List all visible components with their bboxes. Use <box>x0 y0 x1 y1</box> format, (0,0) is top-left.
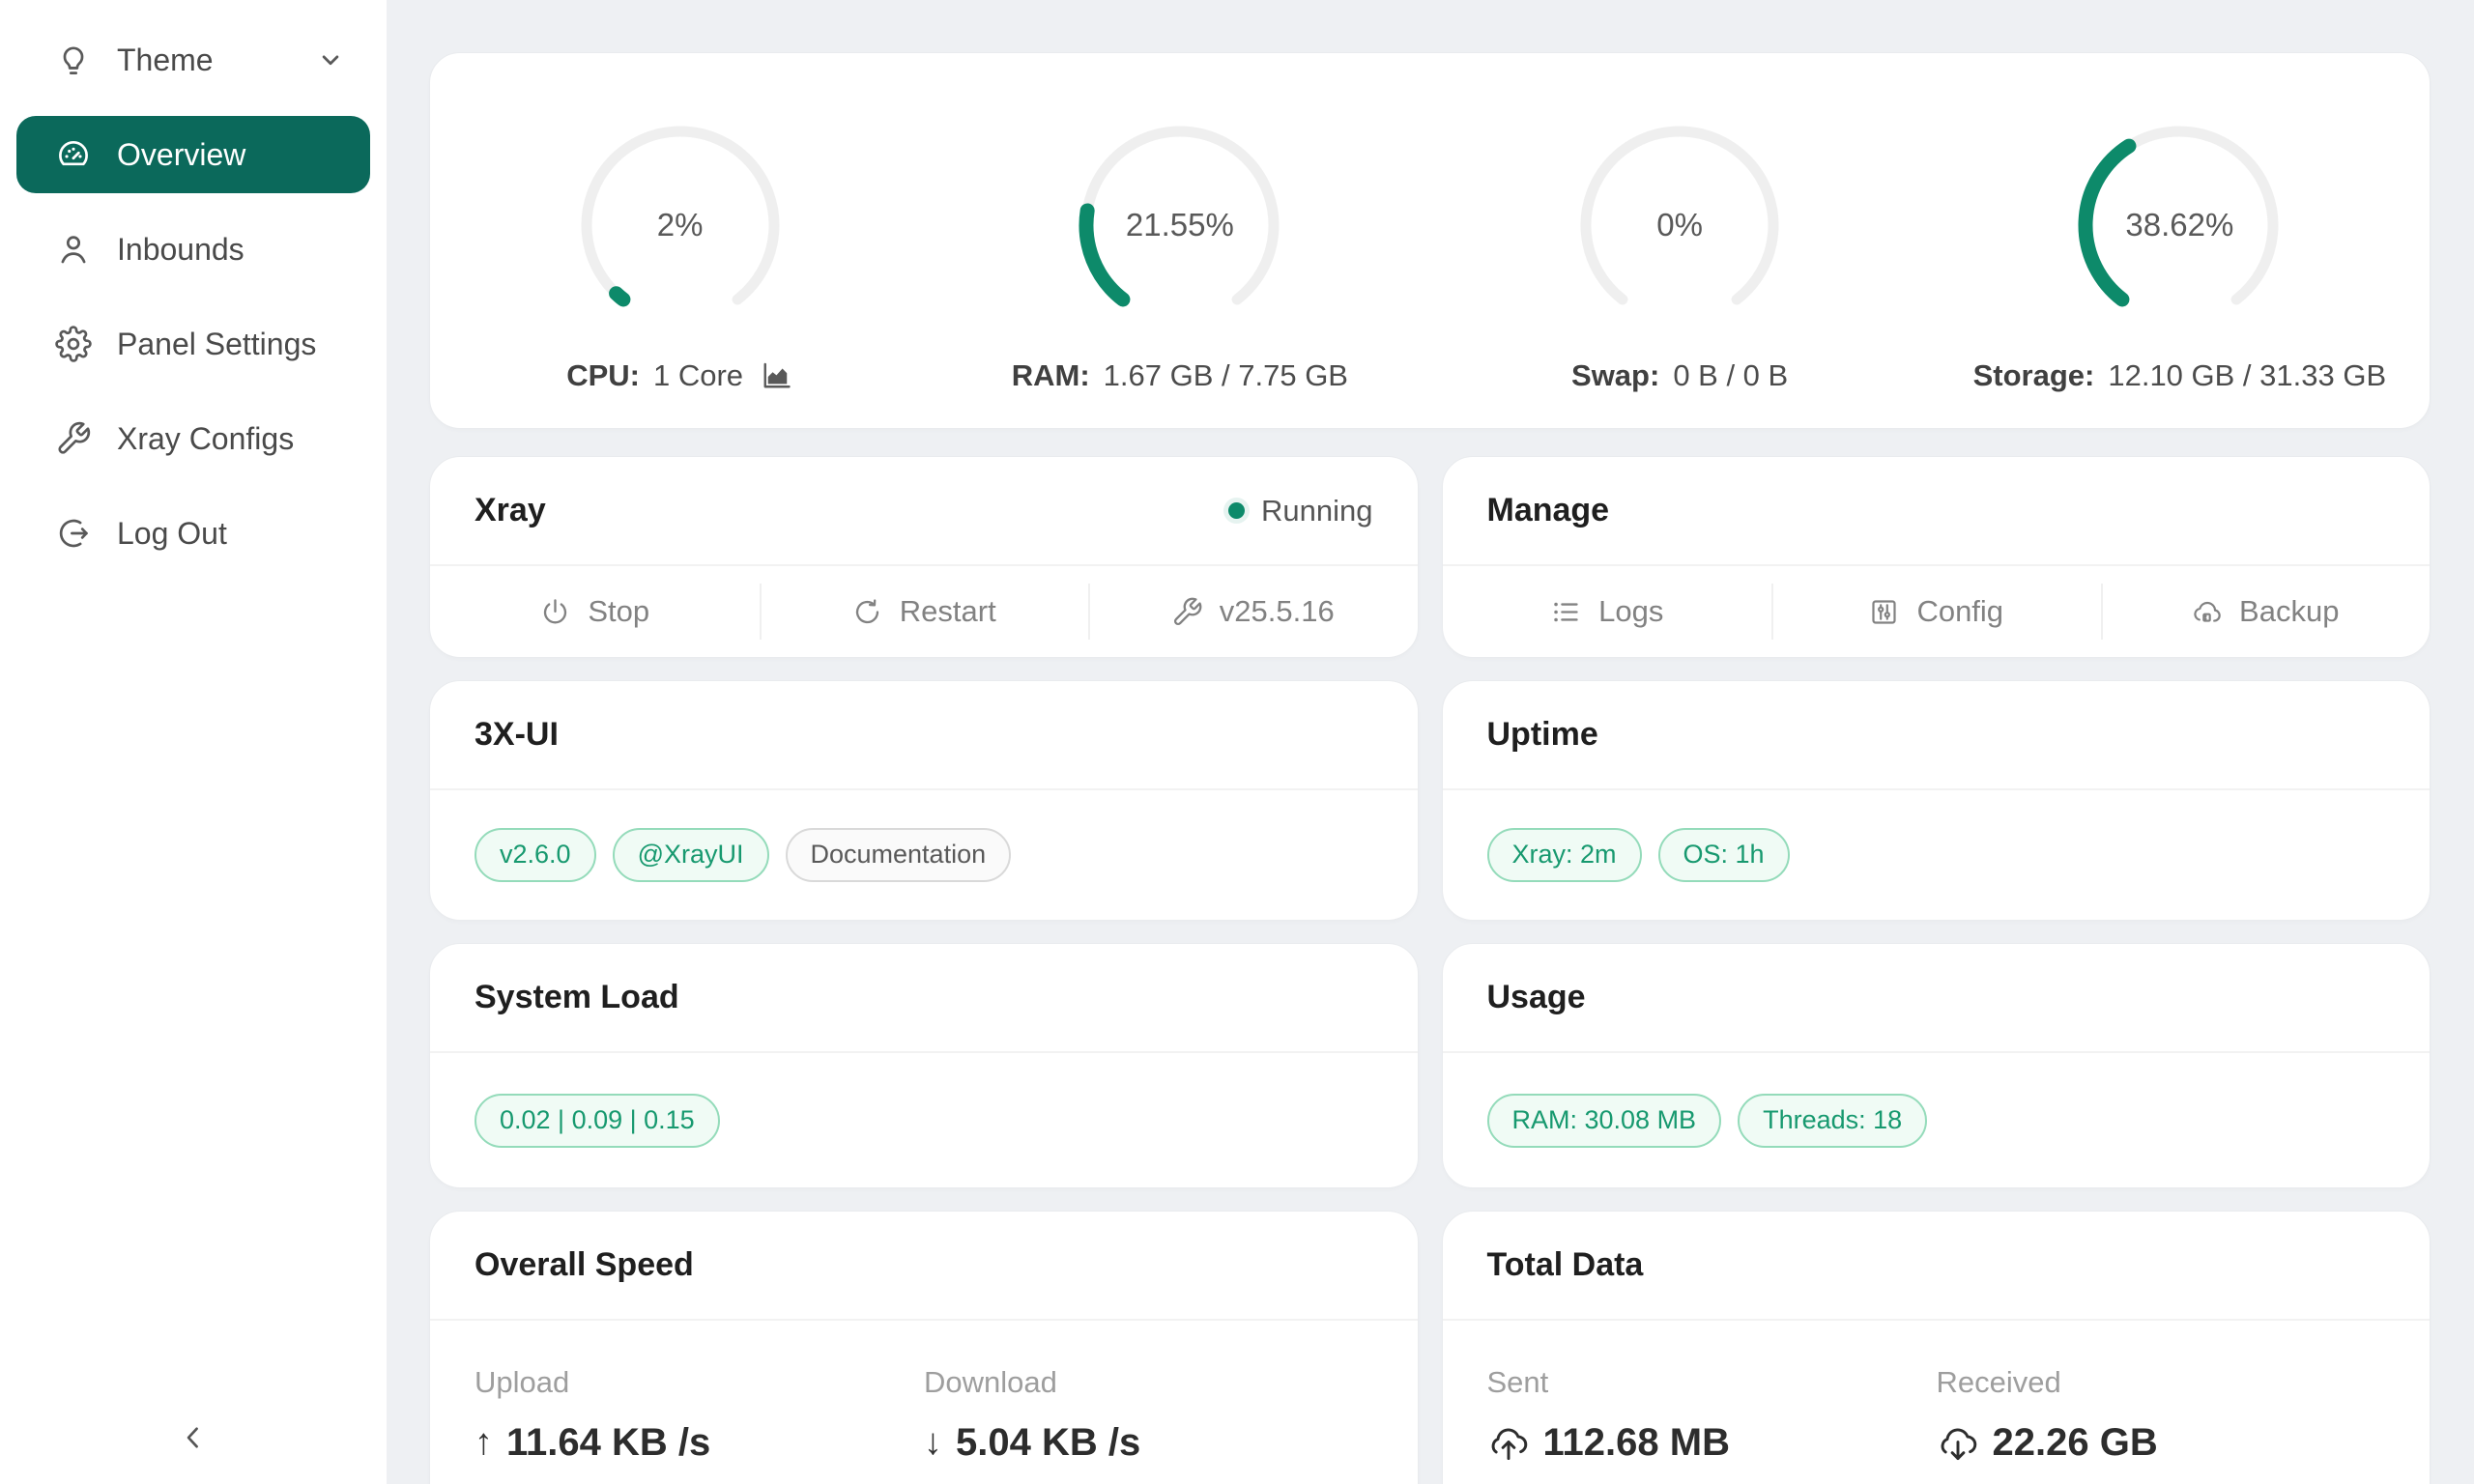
sidebar: Theme Overview Inbounds <box>0 0 387 1484</box>
total-data-card: Total Data Sent 112.68 MB Received <box>1441 1211 2431 1484</box>
overall-speed-card-title: Overall Speed <box>475 1246 694 1283</box>
dashboard-icon <box>59 141 88 166</box>
sidebar-item-panel-settings[interactable]: Panel Settings <box>16 305 370 383</box>
upload-stat: Upload ↑ 11.64 KB /s <box>475 1365 924 1465</box>
os-uptime-tag: OS: 1h <box>1657 828 1790 882</box>
user-icon <box>61 236 86 264</box>
cpu-caption: CPU: 1 Core <box>566 358 793 393</box>
usage-card-title: Usage <box>1486 979 1586 1015</box>
sliders-icon <box>1872 599 1897 624</box>
restart-button[interactable]: Restart <box>760 566 1089 657</box>
storage-caption: Storage: 12.10 GB / 31.33 GB <box>1972 358 2387 392</box>
ram-percent: 21.55% <box>1125 207 1234 243</box>
logout-icon <box>59 519 88 548</box>
usage-card: Usage RAM: 30.08 MB Threads: 18 <box>1441 943 2431 1188</box>
sidebar-item-log-out[interactable]: Log Out <box>16 495 370 572</box>
cloud-download-icon <box>1941 1428 1976 1460</box>
sidebar-item-overview[interactable]: Overview <box>16 116 370 193</box>
overall-speed-card: Overall Speed Upload ↑ 11.64 KB /s Downl… <box>429 1211 1419 1484</box>
sidebar-collapse-button[interactable] <box>0 1409 387 1467</box>
xray-card-title: Xray <box>475 492 546 528</box>
main-content: 2% CPU: 1 Core 21.55% RAM: <box>387 0 2474 1484</box>
load-average-tag: 0.02 | 0.09 | 0.15 <box>475 1093 720 1148</box>
sent-label: Sent <box>1486 1365 1549 1399</box>
ram-gauge: 21.55% RAM: 1.67 GB / 7.75 GB <box>930 53 1429 428</box>
chevron-down-icon <box>322 55 339 66</box>
wrench-icon <box>58 421 91 454</box>
arrow-up-icon: ↑ <box>475 1422 493 1463</box>
download-label: Download <box>924 1365 1057 1399</box>
sent-stat: Sent 112.68 MB <box>1487 1365 1937 1465</box>
upload-label: Upload <box>475 1365 570 1399</box>
xray-card: Xray Running Stop <box>429 456 1419 658</box>
download-stat: Download ↓ 5.04 KB /s <box>924 1365 1373 1465</box>
ram-caption: RAM: 1.67 GB / 7.75 GB <box>1011 358 1348 392</box>
storage-percent: 38.62% <box>2125 207 2234 243</box>
power-icon <box>544 598 567 623</box>
cloud-upload-icon <box>1491 1428 1527 1460</box>
received-label: Received <box>1936 1365 2061 1399</box>
ram-usage-tag: RAM: 30.08 MB <box>1486 1093 1722 1148</box>
logs-button[interactable]: Logs <box>1443 566 1772 657</box>
manage-card-title: Manage <box>1486 492 1610 528</box>
upload-value: ↑ 11.64 KB /s <box>475 1421 711 1464</box>
uptime-card: Uptime Xray: 2m OS: 1h <box>1441 680 2431 921</box>
swap-caption: Swap: 0 B / 0 B <box>1571 358 1789 392</box>
xray-uptime-tag: Xray: 2m <box>1486 828 1642 882</box>
xray-version-button[interactable]: v25.5.16 <box>1088 566 1418 657</box>
received-value: 22.26 GB <box>1937 1421 2386 1465</box>
sidebar-item-inbounds[interactable]: Inbounds <box>16 211 370 288</box>
system-gauges-card: 2% CPU: 1 Core 21.55% RAM: <box>429 52 2431 429</box>
manage-card: Manage Logs Confi <box>1441 456 2431 658</box>
bulb-icon <box>63 46 84 74</box>
area-chart-icon[interactable] <box>759 358 793 393</box>
status-dot <box>1228 502 1246 519</box>
documentation-tag[interactable]: Documentation <box>785 828 1012 882</box>
sidebar-item-label: Log Out <box>117 515 227 551</box>
cpu-gauge: 2% CPU: 1 Core <box>430 53 930 428</box>
list-icon <box>1554 602 1578 621</box>
sidebar-item-xray-configs[interactable]: Xray Configs <box>16 400 370 477</box>
threexui-card: 3X-UI v2.6.0 @XrayUI Documentation <box>429 680 1419 921</box>
uptime-card-title: Uptime <box>1486 716 1598 753</box>
sidebar-item-label: Inbounds <box>117 231 245 267</box>
sidebar-nav: Theme Overview Inbounds <box>0 0 387 572</box>
arrow-down-icon: ↓ <box>924 1422 942 1463</box>
threads-tag: Threads: 18 <box>1738 1093 1928 1148</box>
storage-gauge: 38.62% Storage: 12.10 GB / 31.33 GB <box>1930 53 2430 428</box>
wrench-icon <box>1173 597 1202 625</box>
threexui-card-title: 3X-UI <box>475 716 559 753</box>
gear-icon <box>55 326 92 362</box>
sidebar-item-theme[interactable]: Theme <box>16 21 370 99</box>
sidebar-item-label: Panel Settings <box>117 326 317 361</box>
backup-button[interactable]: Backup <box>2101 566 2431 657</box>
cpu-percent: 2% <box>656 207 704 243</box>
stop-button[interactable]: Stop <box>430 566 760 657</box>
config-button[interactable]: Config <box>1771 566 2101 657</box>
received-stat: Received 22.26 GB <box>1937 1365 2386 1465</box>
ram-gauge-arc <box>1079 126 1280 307</box>
version-tag[interactable]: v2.6.0 <box>475 828 596 882</box>
storage-gauge-arc <box>2078 126 2279 307</box>
sidebar-item-label: Theme <box>117 42 214 77</box>
sent-value: 112.68 MB <box>1487 1421 1937 1465</box>
chevron-left-icon <box>187 1427 198 1448</box>
xray-status: Running <box>1228 493 1373 528</box>
total-data-card-title: Total Data <box>1486 1246 1644 1283</box>
system-load-card-title: System Load <box>475 979 679 1015</box>
swap-gauge-arc <box>1580 126 1779 305</box>
reload-icon <box>855 598 878 623</box>
swap-gauge: 0% Swap: 0 B / 0 B <box>1430 53 1930 428</box>
swap-percent: 0% <box>1656 207 1703 243</box>
sidebar-item-label: Overview <box>117 136 246 172</box>
cpu-gauge-arc <box>581 126 780 307</box>
xrayui-tag[interactable]: @XrayUI <box>612 828 769 882</box>
status-label: Running <box>1261 493 1373 528</box>
download-value: ↓ 5.04 KB /s <box>924 1421 1141 1464</box>
cloud-server-icon <box>2194 601 2221 622</box>
system-load-card: System Load 0.02 | 0.09 | 0.15 <box>429 943 1419 1188</box>
sidebar-item-label: Xray Configs <box>117 420 295 456</box>
